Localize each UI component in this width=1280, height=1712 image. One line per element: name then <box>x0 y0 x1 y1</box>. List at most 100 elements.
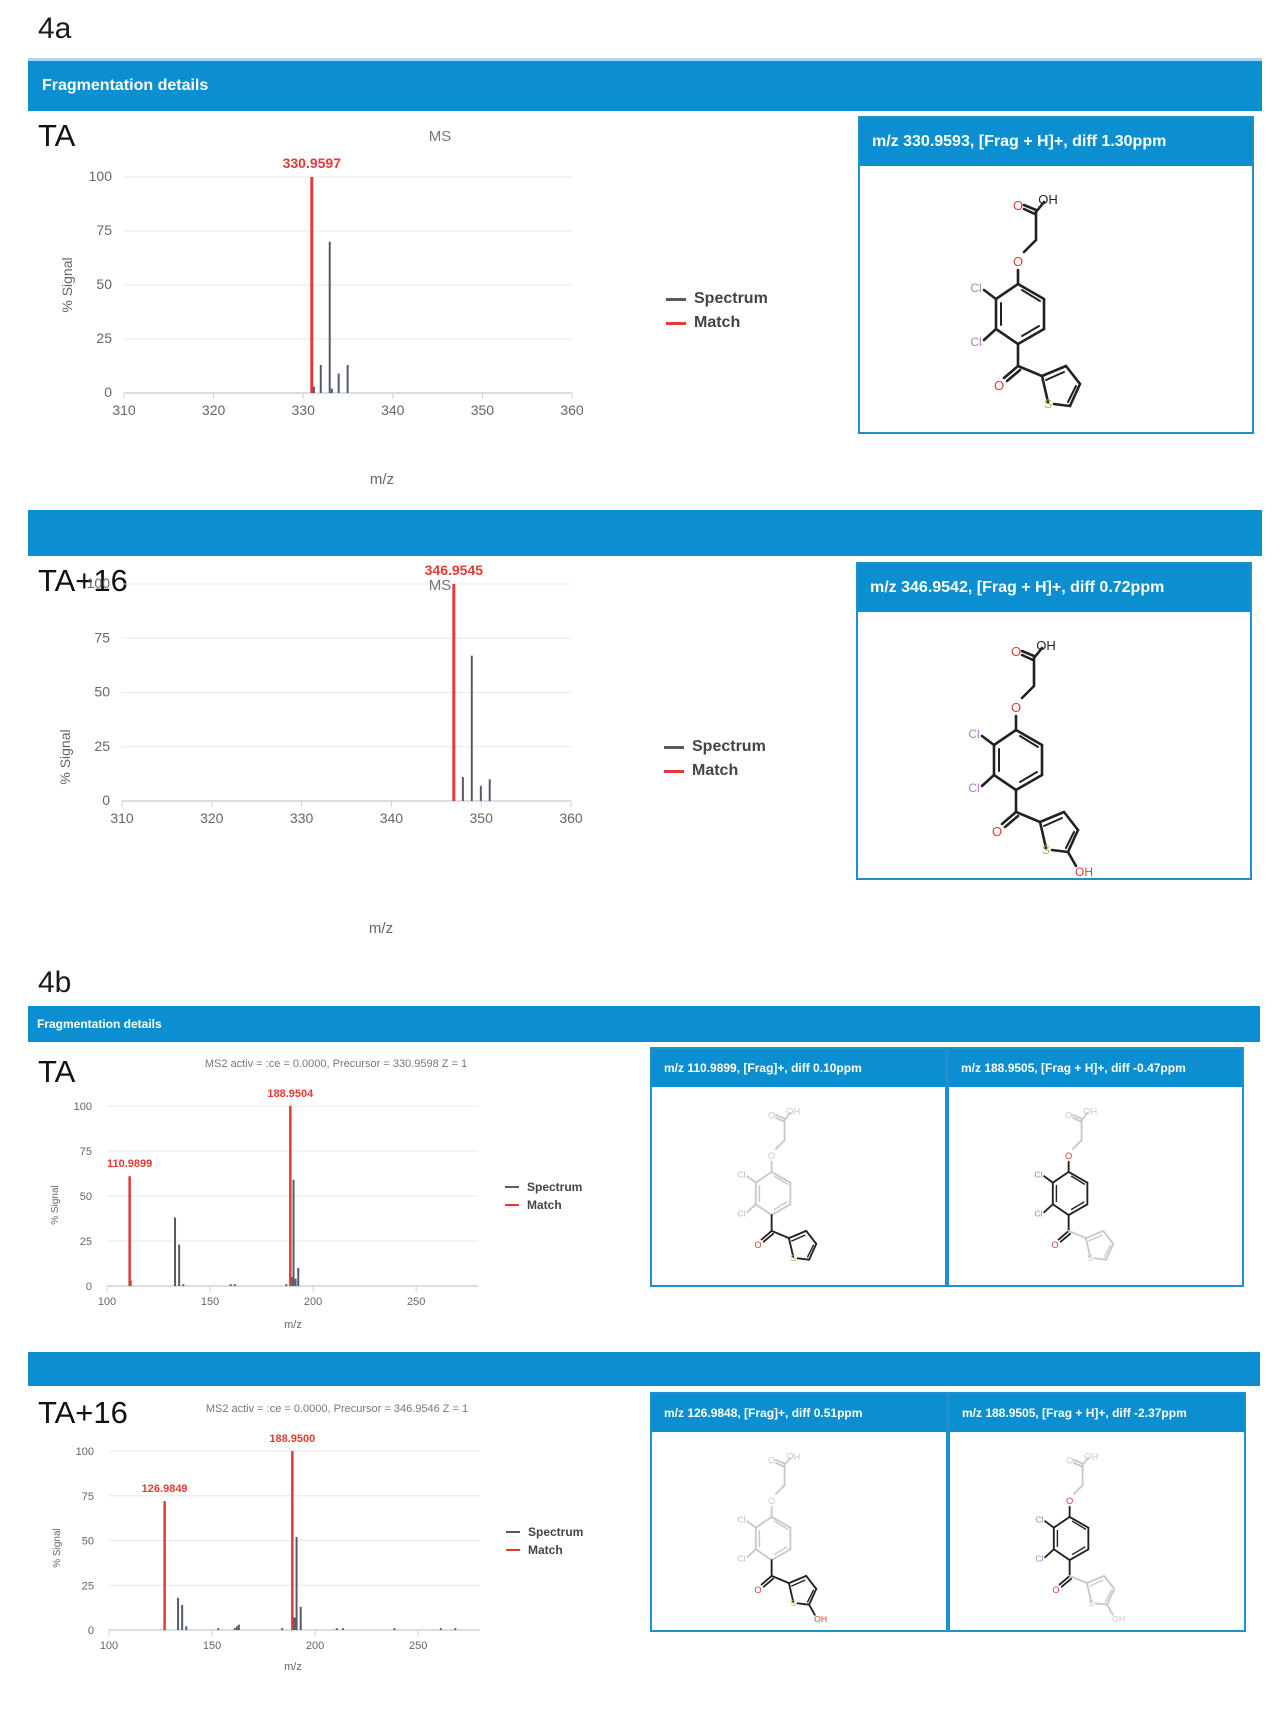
card-title: m/z 126.9848, [Frag]+, diff 0.51ppm <box>652 1394 946 1432</box>
legend-item-spectrum[interactable]: Spectrum <box>505 1180 582 1194</box>
svg-text:150: 150 <box>201 1296 219 1308</box>
svg-text:Cl: Cl <box>968 781 979 795</box>
svg-text:S: S <box>1087 1253 1093 1263</box>
svg-text:75: 75 <box>80 1146 92 1158</box>
svg-text:O: O <box>994 378 1004 393</box>
svg-text:310: 310 <box>112 402 136 418</box>
svg-text:% Signal: % Signal <box>57 729 73 784</box>
svg-text:Cl: Cl <box>737 1170 745 1180</box>
molecule-structure: O OH O Cl Cl O S OH <box>858 612 1250 879</box>
svg-text:200: 200 <box>306 1640 324 1652</box>
legend-item-spectrum[interactable]: Spectrum <box>664 738 766 756</box>
svg-text:126.9849: 126.9849 <box>142 1483 188 1495</box>
header-title: Fragmentation details <box>42 77 209 94</box>
svg-text:0: 0 <box>86 1281 92 1293</box>
svg-text:25: 25 <box>96 330 112 346</box>
svg-text:188.9504: 188.9504 <box>267 1088 314 1100</box>
svg-text:O: O <box>1066 1456 1073 1466</box>
fragment-structure-card: m/z 188.9505, [Frag + H]+, diff -2.37ppm… <box>948 1392 1246 1632</box>
svg-text:Cl: Cl <box>968 727 979 741</box>
svg-text:75: 75 <box>82 1491 94 1503</box>
svg-text:Cl: Cl <box>1034 1170 1042 1180</box>
card-title: m/z 188.9505, [Frag + H]+, diff -2.37ppm <box>950 1394 1244 1432</box>
svg-text:0: 0 <box>88 1625 94 1637</box>
spectrum-swatch-icon <box>506 1531 520 1533</box>
fragment-structure-card: m/z 346.9542, [Frag + H]+, diff 0.72ppm … <box>856 562 1252 880</box>
svg-text:50: 50 <box>96 276 112 292</box>
svg-text:330: 330 <box>292 402 316 418</box>
spectrum-swatch-icon <box>666 297 686 301</box>
card-title: m/z 330.9593, [Frag + H]+, diff 1.30ppm <box>860 118 1252 166</box>
svg-text:330: 330 <box>290 810 314 826</box>
svg-text:150: 150 <box>203 1640 221 1652</box>
chart-legend: Spectrum Match <box>506 1525 583 1557</box>
svg-text:25: 25 <box>82 1580 94 1592</box>
svg-text:MS2 activ = :ce = 0.0000, Prec: MS2 activ = :ce = 0.0000, Precursor = 34… <box>206 1403 468 1415</box>
svg-text:OH: OH <box>1083 1106 1097 1116</box>
legend-item-match[interactable]: Match <box>664 762 766 780</box>
svg-text:O: O <box>1011 644 1021 659</box>
svg-text:O: O <box>767 1111 774 1121</box>
svg-text:O: O <box>1051 1240 1058 1250</box>
svg-text:250: 250 <box>409 1640 427 1652</box>
svg-text:Cl: Cl <box>737 1515 745 1525</box>
svg-text:Cl: Cl <box>737 1554 745 1564</box>
svg-text:100: 100 <box>87 575 111 591</box>
legend-item-spectrum[interactable]: Spectrum <box>506 1525 583 1539</box>
match-swatch-icon <box>505 1204 519 1206</box>
svg-text:S: S <box>1044 397 1052 411</box>
svg-text:O: O <box>767 1151 774 1161</box>
ms2-spectrum-chart-ta: 0 25 50 75 100 100 150 200 250 MS2 activ = :ce = … <box>0 0 640 1340</box>
svg-text:% Signal: % Signal <box>59 257 75 312</box>
spectrum-swatch-icon <box>505 1186 519 1188</box>
svg-text:100: 100 <box>76 1446 94 1458</box>
ms2-spectrum-chart-ta16: 0 25 50 75 100 100 150 200 250 MS2 activ = :ce = … <box>52 1403 480 1673</box>
svg-text:OH: OH <box>1084 1451 1098 1461</box>
figure-label-4a: 4a <box>38 12 72 45</box>
svg-text:310: 310 <box>110 810 134 826</box>
svg-text:O: O <box>768 1456 775 1466</box>
svg-text:200: 200 <box>304 1296 322 1308</box>
svg-text:OH: OH <box>786 1106 800 1116</box>
svg-text:360: 360 <box>560 402 584 418</box>
svg-text:25: 25 <box>80 1236 92 1248</box>
molecule-structure: O OH O Cl Cl O S <box>860 166 1252 432</box>
svg-text:m/z: m/z <box>284 1661 302 1673</box>
svg-text:m/z: m/z <box>284 1319 302 1331</box>
svg-text:OH: OH <box>1112 1614 1125 1624</box>
card-title: m/z 110.9899, [Frag]+, diff 0.10ppm <box>652 1049 945 1087</box>
spectrum-swatch-icon <box>664 745 684 749</box>
row-label-ta16: TA+16 <box>38 563 128 598</box>
svg-text:100: 100 <box>98 1296 116 1308</box>
svg-text:110.9899: 110.9899 <box>107 1158 152 1170</box>
svg-text:250: 250 <box>407 1296 425 1308</box>
svg-text:100: 100 <box>74 1101 92 1113</box>
svg-text:O: O <box>1066 1496 1073 1506</box>
svg-text:O: O <box>1052 1585 1059 1595</box>
svg-text:S: S <box>1042 843 1050 857</box>
legend-item-spectrum[interactable]: Spectrum <box>666 290 768 308</box>
legend-item-match[interactable]: Match <box>666 314 768 332</box>
chart-legend: Spectrum Match <box>664 738 766 780</box>
row-label-ta: TA <box>38 118 76 153</box>
chart-legend: Spectrum Match <box>666 290 768 332</box>
svg-text:346.9545: 346.9545 <box>425 562 484 578</box>
svg-text:350: 350 <box>470 810 494 826</box>
legend-item-match[interactable]: Match <box>505 1198 582 1212</box>
svg-text:320: 320 <box>202 402 226 418</box>
card-title: m/z 188.9505, [Frag + H]+, diff -0.47ppm <box>949 1049 1242 1087</box>
header-title: Fragmentation details <box>37 1017 162 1031</box>
fragment-structure-card: m/z 330.9593, [Frag + H]+, diff 1.30ppm … <box>858 116 1254 434</box>
svg-text:100: 100 <box>100 1640 118 1652</box>
svg-text:MS: MS <box>429 128 452 145</box>
svg-text:100: 100 <box>89 168 113 184</box>
svg-text:Cl: Cl <box>737 1209 745 1219</box>
svg-text:25: 25 <box>94 738 110 754</box>
legend-item-match[interactable]: Match <box>506 1543 583 1557</box>
svg-text:m/z: m/z <box>370 471 394 488</box>
svg-text:Cl: Cl <box>1035 1515 1043 1525</box>
svg-text:320: 320 <box>200 810 224 826</box>
row-label-ta16: TA+16 <box>38 1395 128 1430</box>
molecule-structure: O OH O Cl Cl O S OH <box>652 1432 946 1630</box>
svg-text:OH: OH <box>786 1451 800 1461</box>
